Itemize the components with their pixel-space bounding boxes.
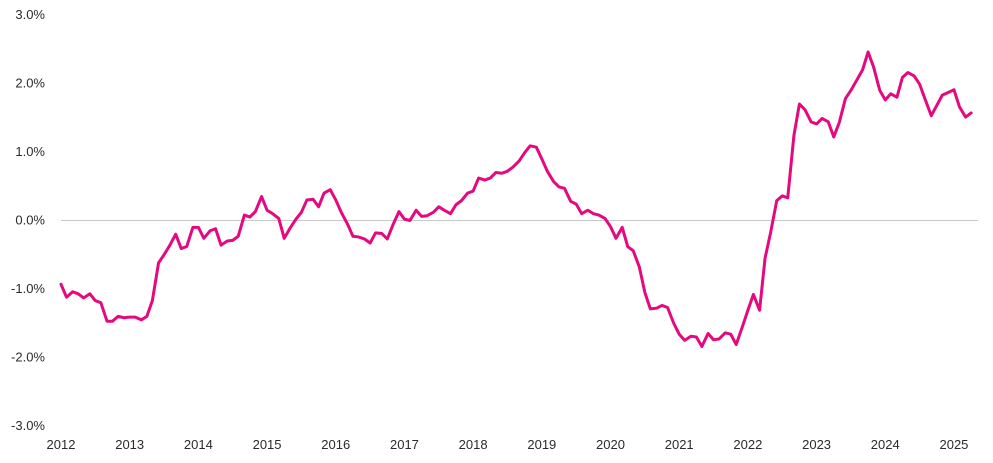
x-axis-ticks: 2012 2013 2014 2015 2016 2017 2018 2019 2020 2021… — [47, 437, 969, 452]
x-tick-label: 2015 — [253, 437, 282, 452]
y-tick-label: -2.0% — [11, 350, 45, 365]
series-group — [59, 50, 973, 349]
y-tick-label: 2.0% — [15, 76, 45, 91]
y-tick-label: -3.0% — [11, 418, 45, 433]
y-axis-ticks: 3.0% 2.0% 1.0% 0.0% -1.0% -2.0% -3.0% — [11, 7, 45, 433]
x-tick-label: 2012 — [47, 437, 76, 452]
x-tick-label: 2019 — [527, 437, 556, 452]
series-line — [59, 50, 973, 349]
x-tick-label: 2024 — [871, 437, 900, 452]
x-tick-label: 2023 — [802, 437, 831, 452]
y-tick-label: -1.0% — [11, 281, 45, 296]
y-tick-label: 1.0% — [15, 144, 45, 159]
x-tick-label: 2013 — [115, 437, 144, 452]
x-tick-label: 2014 — [184, 437, 213, 452]
y-tick-label: 3.0% — [15, 7, 45, 22]
x-tick-label: 2022 — [733, 437, 762, 452]
x-tick-label: 2016 — [321, 437, 350, 452]
x-tick-label: 2020 — [596, 437, 625, 452]
x-tick-label: 2018 — [459, 437, 488, 452]
y-tick-label: 0.0% — [15, 213, 45, 228]
x-tick-label: 2017 — [390, 437, 419, 452]
x-tick-label: 2025 — [939, 437, 968, 452]
x-tick-label: 2021 — [665, 437, 694, 452]
